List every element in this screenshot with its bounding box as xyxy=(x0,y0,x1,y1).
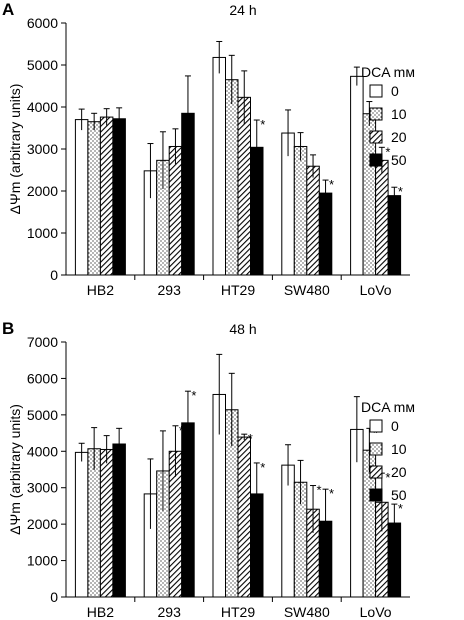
bar xyxy=(350,75,364,276)
legend-title: DCA mᴍ xyxy=(361,64,415,80)
chart-title: 24 h xyxy=(229,2,256,18)
bar xyxy=(99,448,114,598)
x-tick-label: 293 xyxy=(158,282,182,298)
x-tick-label: HB2 xyxy=(87,282,114,298)
significance-star: * xyxy=(385,470,390,485)
y-tick-label: 5000 xyxy=(27,407,58,423)
y-tick-label: 3000 xyxy=(27,141,58,157)
panel-label: A xyxy=(2,0,14,19)
legend-entry: 20 xyxy=(391,129,407,145)
y-tick-label: 1000 xyxy=(27,553,58,569)
legend-swatch xyxy=(369,419,383,433)
chart-title: 48 h xyxy=(229,321,256,337)
bar xyxy=(237,96,251,276)
significance-star: * xyxy=(248,431,253,446)
legend-swatch xyxy=(369,488,383,502)
significance-star: * xyxy=(191,388,196,403)
x-tick-label: LoVo xyxy=(360,604,392,620)
x-tick-label: HT29 xyxy=(221,282,255,298)
bar xyxy=(87,121,101,276)
panel-label: B xyxy=(2,319,14,338)
bar xyxy=(375,159,389,276)
legend-entry: 20 xyxy=(391,464,407,480)
significance-star: * xyxy=(329,486,334,501)
legend-swatch xyxy=(369,130,383,144)
significance-star: * xyxy=(260,460,265,475)
y-tick-label: 2000 xyxy=(27,183,58,199)
y-tick-label: 4000 xyxy=(27,99,58,115)
bar xyxy=(99,116,114,276)
significance-star: * xyxy=(329,177,334,192)
legend-entry: 10 xyxy=(391,106,407,122)
legend-entry: 0 xyxy=(391,418,399,434)
y-tick-label: 3000 xyxy=(27,480,58,496)
bar xyxy=(112,443,126,598)
bar xyxy=(87,448,101,598)
y-tick-label: 0 xyxy=(50,267,58,283)
x-tick-label: SW480 xyxy=(284,282,330,298)
bar xyxy=(237,436,251,598)
significance-star: * xyxy=(260,117,265,132)
y-tick-label: 4000 xyxy=(27,443,58,459)
y-tick-label: 2000 xyxy=(27,516,58,532)
bar xyxy=(387,195,402,276)
x-tick-label: HT29 xyxy=(221,604,255,620)
y-tick-label: 5000 xyxy=(27,57,58,73)
chart-panel-B: B 48 h ΔΨm (arbitrary units) 0 1000 2000 3000 4… xyxy=(2,319,415,620)
legend-swatch xyxy=(369,153,383,167)
y-tick-label: 7000 xyxy=(27,334,58,350)
legend-entry: 50 xyxy=(391,152,407,168)
bar xyxy=(74,451,89,598)
bar xyxy=(74,119,89,276)
bar xyxy=(212,56,226,276)
bar xyxy=(168,145,183,276)
significance-star: * xyxy=(385,144,390,159)
legend-entry: 0 xyxy=(391,83,399,99)
legend-swatch xyxy=(369,107,383,121)
x-tick-label: HB2 xyxy=(87,604,114,620)
y-tick-label: 6000 xyxy=(27,370,58,386)
significance-star: * xyxy=(317,483,322,498)
legend-entry: 50 xyxy=(391,487,407,503)
legend-swatch xyxy=(369,84,383,98)
y-tick-label: 1000 xyxy=(27,225,58,241)
chart-panel-A: A 24 h ΔΨm (arbitrary units) 0 1000 2000 3000 4… xyxy=(2,0,415,298)
significance-star: * xyxy=(398,501,403,516)
legend-swatch xyxy=(369,465,383,479)
significance-star: * xyxy=(398,184,403,199)
bar xyxy=(306,165,320,276)
significance-star: * xyxy=(373,425,378,440)
legend-entry: 10 xyxy=(391,441,407,457)
bar xyxy=(112,118,126,276)
y-axis-label: ΔΨm (arbitrary units) xyxy=(7,404,23,535)
legend-title: DCA mᴍ xyxy=(361,399,415,415)
x-tick-label: LoVo xyxy=(360,282,392,298)
legend-swatch xyxy=(369,442,383,456)
x-tick-label: SW480 xyxy=(284,604,330,620)
bar xyxy=(293,145,308,276)
y-tick-label: 6000 xyxy=(27,15,58,31)
y-tick-label: 0 xyxy=(50,589,58,605)
y-axis-label: ΔΨm (arbitrary units) xyxy=(7,84,23,215)
bar xyxy=(225,79,239,276)
x-tick-label: 293 xyxy=(158,604,182,620)
